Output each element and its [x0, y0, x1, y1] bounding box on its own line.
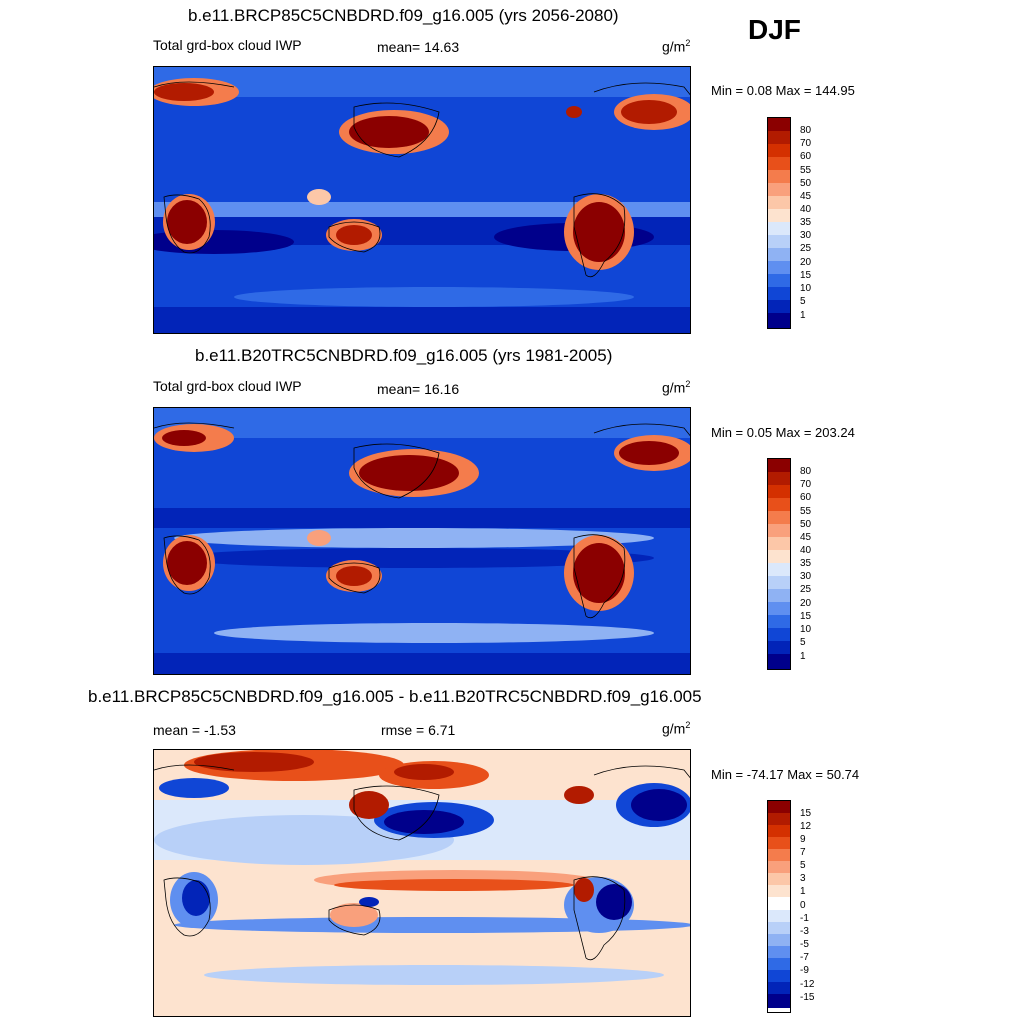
panel3-tick: -7 — [800, 952, 809, 963]
panel3-tick: 1 — [800, 886, 806, 897]
panel3-tick: -5 — [800, 939, 809, 950]
panel1-tick: 10 — [800, 283, 812, 294]
panel3-tick: 5 — [800, 860, 806, 871]
panel3-colorbar — [767, 800, 791, 1013]
panel2-tick: 80 — [800, 466, 812, 477]
panel1-tick: 60 — [800, 151, 812, 162]
panel1-tick: 80 — [800, 125, 812, 136]
panel1-tick: 5 — [800, 296, 806, 307]
panel1-tick: 30 — [800, 230, 812, 241]
panel3-units: g/m2 — [662, 720, 691, 737]
panel2-tick: 50 — [800, 519, 812, 530]
panel3-tick: 0 — [800, 900, 806, 911]
panel3-minmax: Min = -74.17 Max = 50.74 — [711, 767, 860, 782]
panel2-tick: 10 — [800, 624, 812, 635]
panel1-tick: 35 — [800, 217, 812, 228]
panel1-mean-label: mean= 14.63 — [377, 39, 460, 55]
panel2-tick: 40 — [800, 545, 812, 556]
panel3-tick: 12 — [800, 821, 812, 832]
panel3-rmse-label: rmse = 6.71 — [381, 722, 456, 738]
panel1-tick: 25 — [800, 243, 812, 254]
panel2-tick: 20 — [800, 598, 812, 609]
panel2-tick: 55 — [800, 506, 812, 517]
panel2-map — [153, 407, 691, 675]
panel3-tick: -1 — [800, 913, 809, 924]
panel3-tick: -3 — [800, 926, 809, 937]
panel3-tick: -12 — [800, 979, 815, 990]
panel2-left-label: Total grd-box cloud IWP — [153, 378, 302, 394]
panel1-tick: 55 — [800, 165, 812, 176]
panel1-tick: 50 — [800, 178, 812, 189]
panel1-map — [153, 66, 691, 334]
panel1-minmax: Min = 0.08 Max = 144.95 — [711, 83, 855, 98]
panel3-tick: 7 — [800, 847, 806, 858]
panel2-minmax: Min = 0.05 Max = 203.24 — [711, 425, 855, 440]
panel2-tick: 60 — [800, 492, 812, 503]
season-label: DJF — [748, 14, 801, 45]
panel2-tick: 5 — [800, 637, 806, 648]
panel1-tick: 20 — [800, 257, 812, 268]
panel2-tick: 35 — [800, 558, 812, 569]
panel2-tick: 30 — [800, 571, 812, 582]
panel2-title: b.e11.B20TRC5CNBDRD.f09_g16.005 (yrs 198… — [195, 346, 613, 365]
panel2-units: g/m2 — [662, 379, 691, 396]
panel2-tick: 1 — [800, 651, 806, 662]
panel3-tick: -15 — [800, 992, 815, 1003]
panel3-map — [153, 749, 691, 1017]
panel2-mean-label: mean= 16.16 — [377, 381, 460, 397]
panel1-title: b.e11.BRCP85C5CNBDRD.f09_g16.005 (yrs 20… — [188, 6, 619, 25]
panel3-tick: 3 — [800, 873, 806, 884]
panel1-tick: 15 — [800, 270, 812, 281]
panel3-mean-label: mean = -1.53 — [153, 722, 236, 738]
panel2-colorbar — [767, 458, 791, 670]
panel2-tick: 45 — [800, 532, 812, 543]
panel3-tick: -9 — [800, 965, 809, 976]
panel2-tick: 70 — [800, 479, 812, 490]
panel1-tick: 1 — [800, 310, 806, 321]
panel3-title: b.e11.BRCP85C5CNBDRD.f09_g16.005 - b.e11… — [88, 687, 702, 706]
panel3-tick: 15 — [800, 808, 812, 819]
panel3-tick: 9 — [800, 834, 806, 845]
panel1-tick: 70 — [800, 138, 812, 149]
panel1-tick: 45 — [800, 191, 812, 202]
panel1-tick: 40 — [800, 204, 812, 215]
panel2-tick: 15 — [800, 611, 812, 622]
panel1-units: g/m2 — [662, 38, 691, 55]
panel2-tick: 25 — [800, 584, 812, 595]
panel1-left-label: Total grd-box cloud IWP — [153, 37, 302, 53]
panel1-colorbar — [767, 117, 791, 329]
